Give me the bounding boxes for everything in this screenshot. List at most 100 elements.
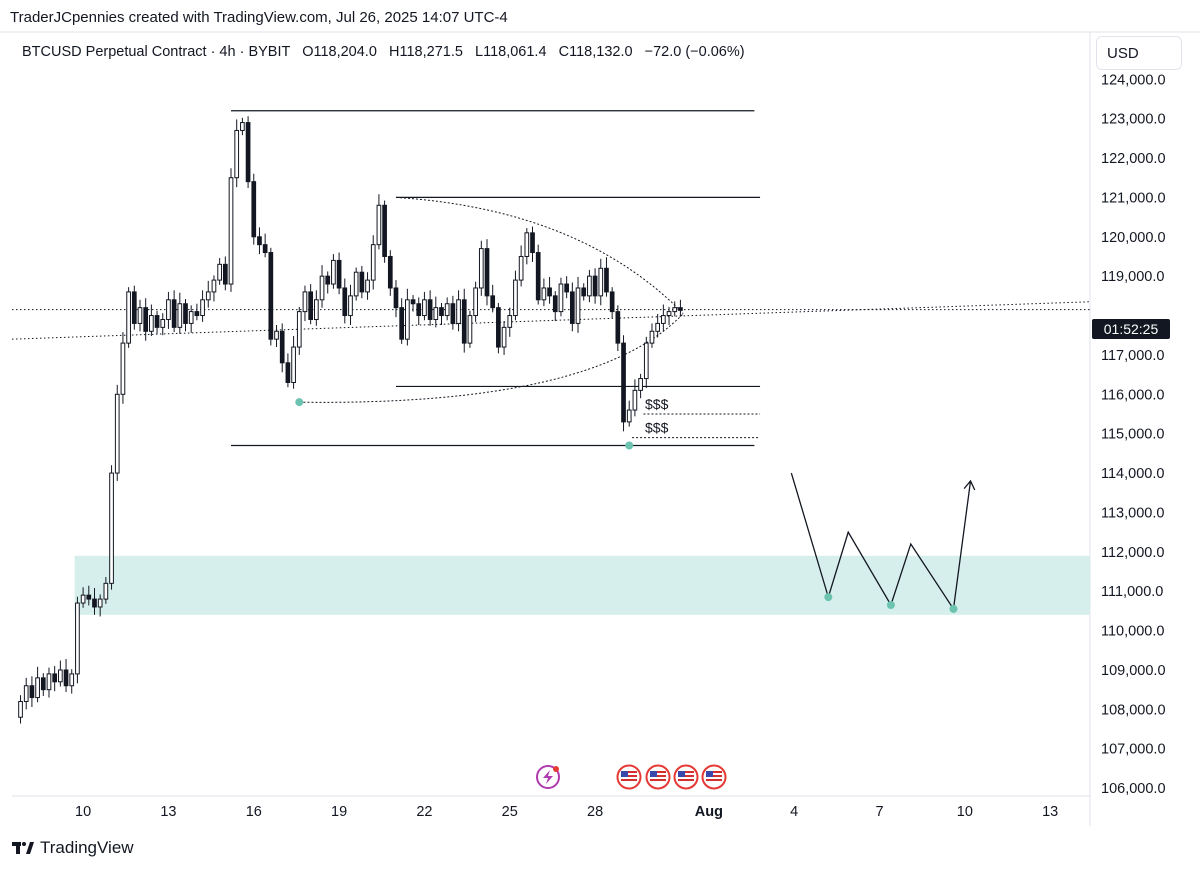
candle-up [205,291,211,301]
us-flag-canton [650,771,657,777]
candle-down [342,287,348,317]
candle-up [473,287,478,317]
candle-down [143,307,149,332]
candle-up [638,378,643,391]
y-tick-label: 109,000.0 [1101,663,1166,679]
candle-up [166,299,171,320]
candle-down [63,669,69,687]
candle-down [461,299,467,344]
us-flag-stripe [706,771,722,773]
candle-up [188,311,194,324]
candle-down [439,307,444,317]
wedge-lower-curve [299,313,684,403]
us-flag-stripe [621,771,637,773]
candle-up [120,342,126,395]
candle-down [496,307,501,348]
candle-down [131,291,137,324]
candle-down [154,315,160,328]
candle-up [149,315,154,332]
liquidity-label: $$$ [645,420,669,436]
y-tick-label: 113,000.0 [1101,505,1164,521]
candle-down [308,291,314,320]
candle-down [279,330,285,364]
y-tick-label: 122,000.0 [1101,151,1166,167]
candle-up [200,299,205,317]
us-flag-stripe [650,775,666,777]
y-tick-label: 114,000.0 [1101,466,1164,482]
candle-up [524,232,530,257]
candle-up [302,291,308,313]
x-tick-label: 25 [502,804,518,820]
candle-down [552,295,558,313]
candle-up [160,318,166,328]
y-tick-label: 116,000.0 [1101,387,1164,403]
candle-up [331,259,336,285]
candle-up [103,582,109,600]
y-tick-label: 115,000.0 [1101,427,1164,443]
candle-down [359,271,365,293]
y-tick-label: 123,000.0 [1101,112,1166,128]
us-flag-stripe [650,771,666,773]
candle-down [581,287,587,297]
y-tick-label: 110,000.0 [1101,624,1164,640]
bar-countdown: 01:52:25 [1092,319,1170,339]
us-flag-stripe [678,779,694,781]
candle-up [456,299,461,324]
candle-down [678,307,683,311]
candle-up [558,283,564,313]
candle-down [251,181,257,238]
y-tick-label: 111,000.0 [1101,584,1163,600]
swing-marker [625,441,634,450]
candle-up [217,263,222,281]
lightning-icon-bolt [543,770,553,784]
candle-up [541,287,547,301]
candle-up [58,669,63,683]
candle-down [604,267,609,293]
candle-down [530,232,535,254]
us-flag-icon [673,764,699,790]
candle-down [171,299,177,328]
x-tick-label: 10 [75,804,91,820]
y-tick-label: 106,000.0 [1101,781,1166,797]
us-flag-canton [678,771,685,777]
candle-down [615,311,621,344]
candle-up [467,315,473,344]
candle-up [23,685,29,702]
y-tick-label: 112,000.0 [1101,545,1164,561]
chart-credit: TraderJCpennies created with TradingView… [10,9,508,26]
ohlc-close-label: C [558,44,570,60]
candle-down [621,342,626,423]
candle-up [291,346,296,383]
candle-up [370,244,376,281]
candle-up [137,307,143,324]
ohlc-open: 118,204.0 [313,44,377,60]
candle-up [422,299,427,317]
candle-up [97,598,103,608]
y-tick-label: 124,000.0 [1101,72,1166,88]
candle-down [490,295,496,309]
candle-up [661,315,666,324]
candle-up [587,275,592,297]
candle-up [313,299,319,320]
ohlc-high: 118,271.5 [399,44,463,60]
candle-down [86,594,92,600]
us-flag-stripe [621,779,637,781]
x-tick-label: 28 [587,804,603,820]
candle-up [348,295,353,317]
swing-marker [886,601,895,609]
footer-brand: TradingView [12,838,134,858]
currency-button[interactable]: USD [1096,36,1182,70]
candle-up [114,393,120,474]
candle-down [382,204,387,257]
candle-down [268,252,274,340]
candle-up [672,307,678,313]
candle-up [501,326,507,348]
y-tick-label: 107,000.0 [1101,742,1166,758]
tradingview-logo-icon [12,842,34,854]
symbol-title[interactable]: BTCUSD Perpetual Contract · 4h · BYBIT [22,44,291,60]
candle-up [666,311,672,317]
candle-up [319,275,325,301]
ohlc-open-label: O [302,44,314,60]
